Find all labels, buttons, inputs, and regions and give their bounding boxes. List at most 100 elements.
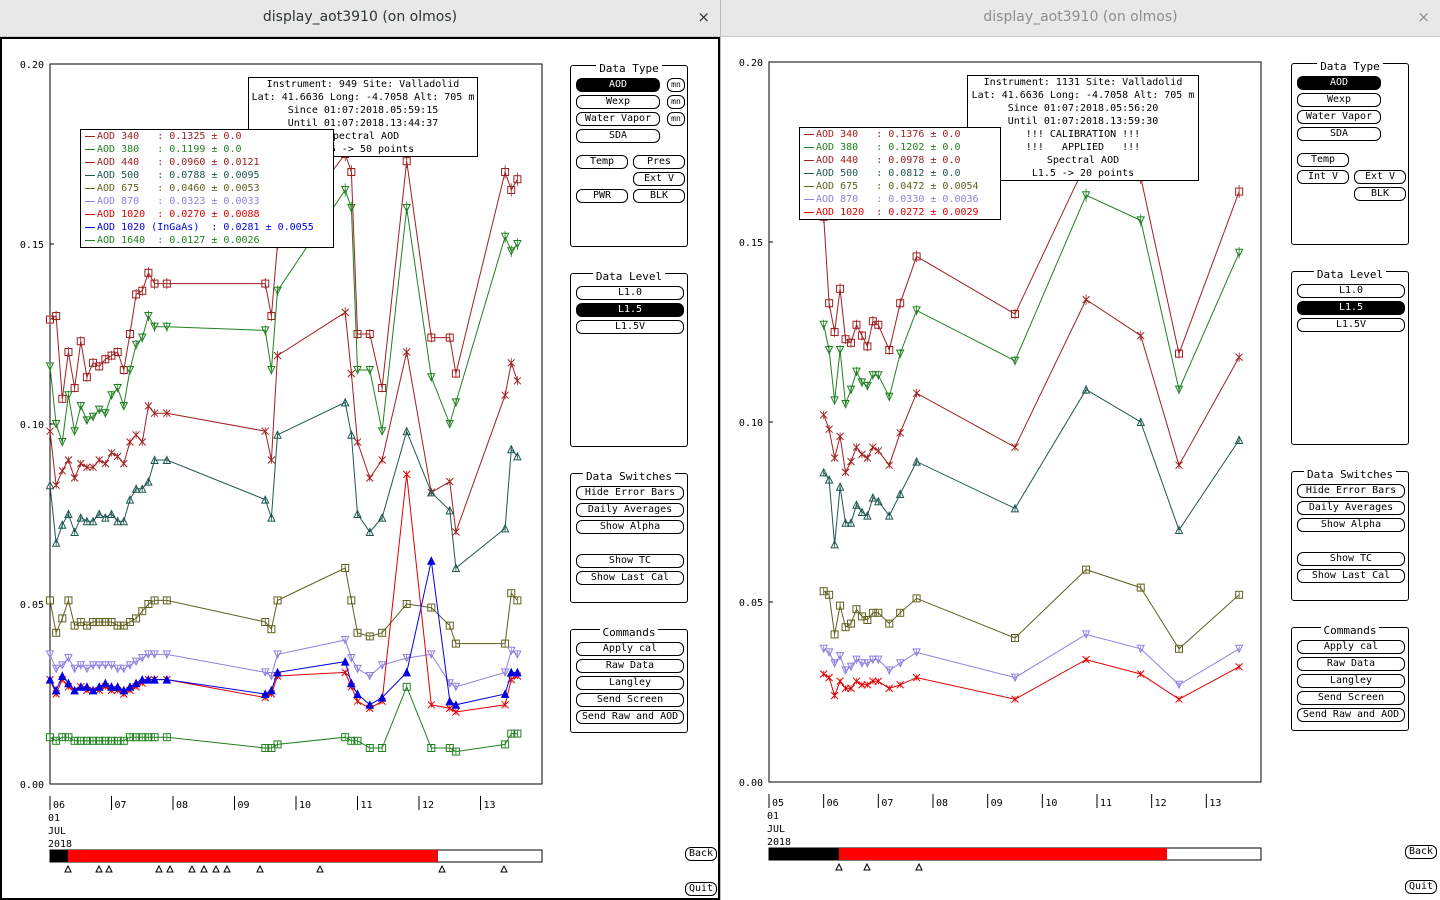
water-vapor-button[interactable]: Water Vapor [1297,110,1381,124]
ext-v-button[interactable]: Ext V [633,172,685,186]
x-date-label: 01 [48,813,60,824]
show-last-cal-button[interactable]: Show Last Cal [1297,569,1405,583]
blk-button[interactable]: BLK [633,189,685,203]
series-line [49,401,518,569]
back-button[interactable]: Back [685,847,718,861]
close-icon[interactable]: × [697,8,710,26]
daily-averages-button[interactable]: Daily Averages [1297,501,1405,515]
temp-button[interactable]: Temp [576,155,628,169]
level-l10-button[interactable]: L1.0 [1297,284,1405,298]
level-l10-button[interactable]: L1.0 [576,286,684,300]
data-point [1011,443,1019,452]
timeline-marker [166,864,174,873]
back-button[interactable]: Back [1405,845,1438,859]
info-line: !!! APPLIED !!! [1025,142,1141,153]
aod-button[interactable]: AOD [1297,76,1381,90]
level-l15-button[interactable]: L1.5 [1297,301,1405,315]
level-l15v-button[interactable]: L1.5V [1297,318,1405,332]
langley-button[interactable]: Langley [1297,674,1405,688]
level-l15-button[interactable]: L1.5 [576,303,684,317]
wexp-button[interactable]: Wexp [1297,93,1381,107]
data-point [119,516,129,526]
panel-title: Data Level [592,270,666,283]
data-point [868,371,878,380]
data-point [869,443,877,452]
data-point [95,456,104,464]
data-point [819,410,828,419]
titlebar[interactable]: display_aot3910 (on olmos) × [0,0,720,37]
data-point [273,740,282,749]
data-point [506,646,516,656]
data-point [895,489,905,498]
data-point [445,621,454,630]
panel-title: Commands [599,626,659,639]
legend-entry: AOD 675 : 0.0460 ± 0.0053 [81,182,333,195]
data-point [365,474,374,482]
aod-mn-button[interactable]: mn [667,78,685,92]
data-point [874,446,883,455]
hide-error-bars-button[interactable]: Hide Error Bars [1297,484,1405,498]
langley-button[interactable]: Langley [576,676,684,690]
send-screen-button[interactable]: Send Screen [576,693,684,707]
data-point [88,661,98,670]
send-raw-aod-button[interactable]: Send Raw and AOD [576,710,684,724]
show-alpha-button[interactable]: Show Alpha [1297,518,1405,532]
data-point [365,672,375,681]
data-point [45,480,55,490]
data-point [427,700,436,709]
data-point [841,400,850,409]
data-point [402,654,412,663]
data-point [513,175,522,184]
timeline-red-segment [68,850,438,862]
legend-entry: AOD 500 : 0.0812 ± 0.0 [800,167,1000,180]
water-vapor-mn-button[interactable]: mn [667,112,685,126]
close-icon[interactable]: × [1417,8,1430,26]
apply-cal-button[interactable]: Apply cal [1297,640,1405,654]
sda-button[interactable]: SDA [1297,127,1381,141]
x-tick-label: 06 [53,800,65,811]
pres-button[interactable]: Pres [633,155,685,169]
send-screen-button[interactable]: Send Screen [1297,691,1405,705]
show-tc-button[interactable]: Show TC [1297,552,1405,566]
temp-button[interactable]: Temp [1297,153,1349,167]
data-type-panel: Data Type AOD mn Wexp mn Water Vapor mn … [570,62,688,247]
int-v-button[interactable]: Int V [1297,170,1349,184]
show-last-cal-button[interactable]: Show Last Cal [576,571,684,585]
legend: AOD 340 : 0.1325 ± 0.0 AOD 380 : 0.1199 ±… [80,129,334,248]
show-alpha-button[interactable]: Show Alpha [576,520,684,534]
x-tick-label: 08 [936,798,948,809]
blk-button[interactable]: BLK [1354,187,1406,201]
show-tc-button[interactable]: Show TC [576,554,684,568]
data-point [858,680,866,689]
x-tick-label: 11 [1100,798,1112,809]
quit-button[interactable]: Quit [685,882,718,896]
data-point [1010,356,1020,366]
wexp-button[interactable]: Wexp [576,95,660,109]
data-point [835,346,845,355]
send-raw-aod-button[interactable]: Send Raw and AOD [1297,708,1405,722]
data-point [144,268,153,277]
data-point [347,369,356,378]
panel-title: Data Type [1317,60,1383,73]
pwr-button[interactable]: PWR [576,189,628,203]
commands-panel: Commands Apply cal Raw Data Langley Send… [1291,624,1409,731]
data-point [101,618,110,626]
data-point [445,477,454,486]
data-point [107,661,116,670]
raw-data-button[interactable]: Raw Data [1297,657,1405,671]
water-vapor-button[interactable]: Water Vapor [576,112,660,126]
quit-button[interactable]: Quit [1405,880,1438,894]
data-point [101,459,110,468]
ext-v-button[interactable]: Ext V [1354,170,1406,184]
wexp-mn-button[interactable]: mn [667,95,685,109]
x-date-label: 2018 [48,839,72,850]
daily-averages-button[interactable]: Daily Averages [576,503,684,517]
aod-button[interactable]: AOD [576,78,660,92]
apply-cal-button[interactable]: Apply cal [576,642,684,656]
sda-button[interactable]: SDA [576,129,660,143]
raw-data-button[interactable]: Raw Data [576,659,684,673]
level-l15v-button[interactable]: L1.5V [576,320,684,334]
hide-error-bars-button[interactable]: Hide Error Bars [576,486,684,500]
titlebar[interactable]: display_aot3910 (on olmos) × [721,0,1440,37]
data-point [378,384,387,392]
